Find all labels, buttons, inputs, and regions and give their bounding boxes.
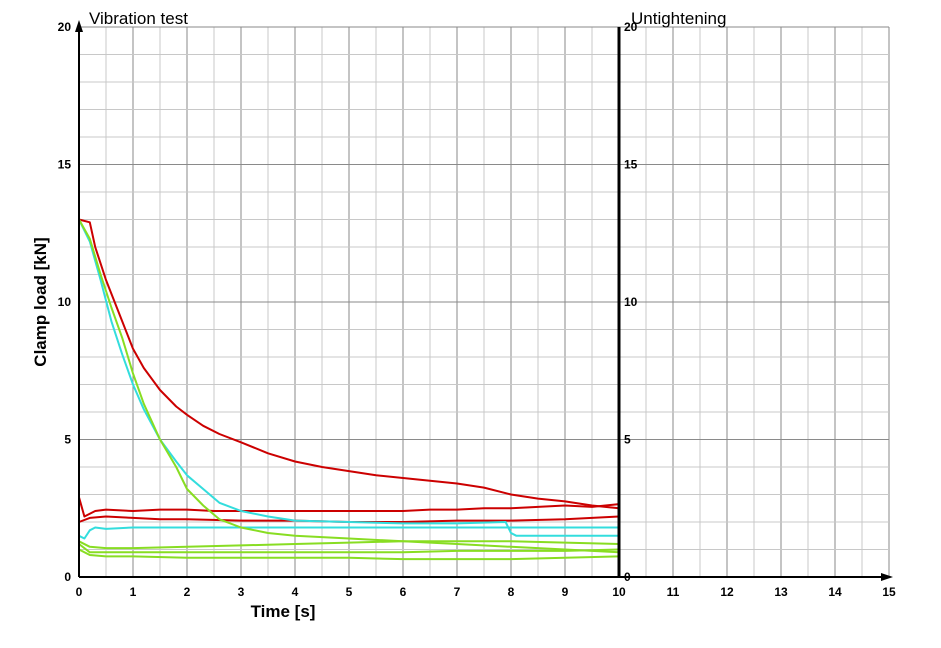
untightening-y-tick-label: 5 — [624, 433, 631, 447]
x-tick-label: 6 — [400, 585, 407, 599]
x-tick-label: 15 — [882, 585, 896, 599]
y-tick-label: 15 — [58, 158, 72, 172]
x-tick-label: 9 — [562, 585, 569, 599]
x-tick-label: 7 — [454, 585, 461, 599]
series-line-1 — [78, 218, 620, 510]
y-tick-label: 10 — [58, 295, 72, 309]
grid — [78, 26, 890, 578]
series-line-9 — [78, 548, 620, 561]
x-tick-label: 4 — [292, 585, 299, 599]
x-tick-label: 13 — [774, 585, 788, 599]
untightening-y-tick-label: 0 — [624, 570, 631, 584]
x-axis-label: Time [s] — [251, 602, 316, 621]
axes — [75, 20, 893, 581]
x-tick-label: 11 — [667, 585, 680, 599]
untightening-y-tick-label: 10 — [624, 295, 638, 309]
x-tick-label: 14 — [828, 585, 842, 599]
x-tick-label: 8 — [508, 585, 515, 599]
series-line-3 — [78, 515, 620, 523]
x-tick-label: 3 — [238, 585, 245, 599]
left-y-axis-arrow-icon — [75, 20, 83, 32]
y-tick-label: 20 — [58, 20, 72, 34]
x-tick-label: 0 — [76, 585, 83, 599]
series-line-7 — [78, 540, 620, 550]
x-tick-label: 10 — [612, 585, 626, 599]
series-line-4 — [78, 219, 619, 537]
y-axis-label: Clamp load [kN] — [31, 237, 50, 366]
y-tick-label: 0 — [64, 570, 71, 584]
vibration-test-title: Vibration test — [89, 9, 188, 28]
untightening-y-tick-label: 15 — [624, 158, 638, 172]
x-tick-label: 12 — [720, 585, 734, 599]
x-tick-label: 1 — [130, 585, 137, 599]
x-axis-arrow-icon — [881, 573, 893, 581]
untightening-y-tick-label: 20 — [624, 20, 638, 34]
series-line-2 — [78, 497, 620, 518]
series-group — [78, 218, 620, 561]
series-line-8 — [78, 543, 620, 554]
untightening-title: Untightening — [631, 9, 726, 28]
x-tick-label: 2 — [184, 585, 191, 599]
series-line-6 — [78, 219, 620, 554]
y-tick-label: 5 — [64, 433, 71, 447]
x-tick-label: 5 — [346, 585, 353, 599]
